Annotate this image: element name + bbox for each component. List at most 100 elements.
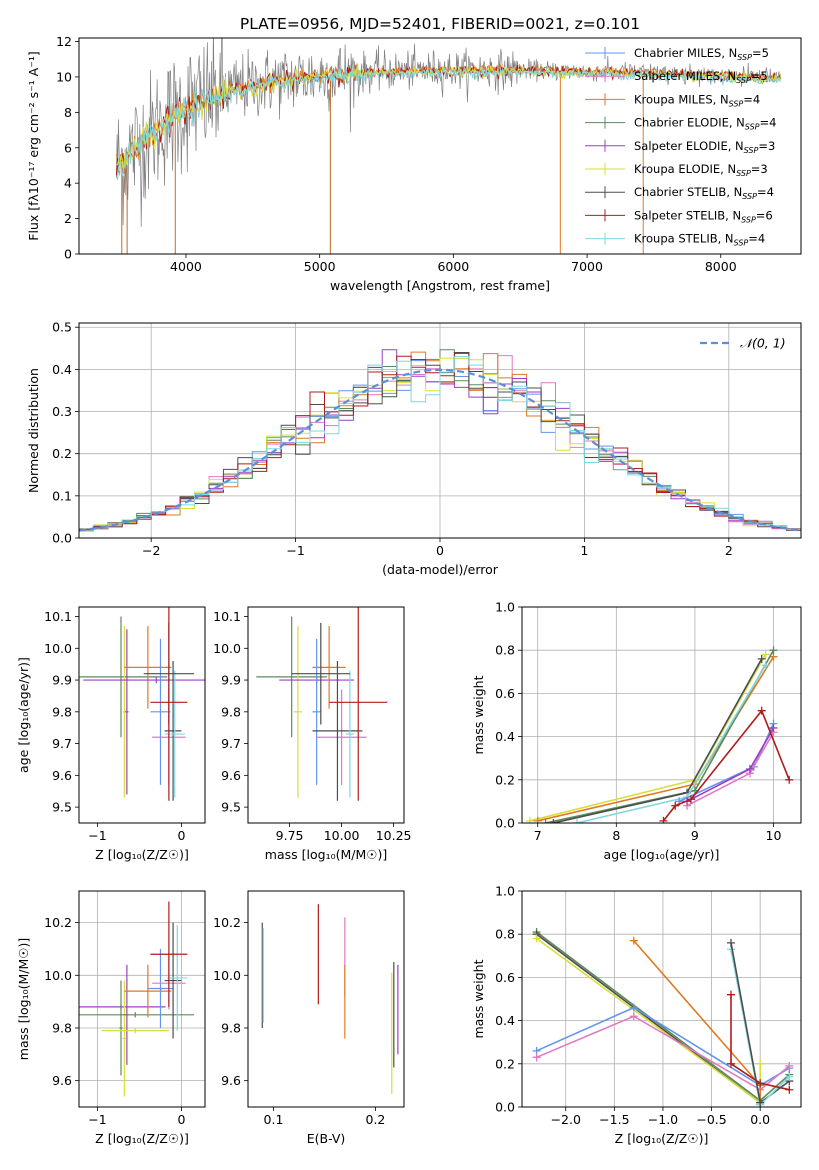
model-spectrum-kroupa_elodie	[116, 62, 782, 172]
x-tick-label: 5000	[304, 259, 336, 274]
x-tick-label: −2.0	[551, 1112, 581, 1127]
x-tick-label: 2	[725, 543, 733, 558]
weight-marker	[757, 706, 766, 715]
x-tick-label: 10.00	[324, 828, 360, 843]
x-tick-label: 10	[766, 828, 782, 843]
y-tick-label: 10	[56, 69, 72, 84]
x-axis-label: E(B-V)	[307, 1131, 346, 1146]
y-tick-label: 10.0	[44, 968, 72, 983]
legend-label-suffix: =3	[758, 139, 775, 153]
axes-frame	[78, 890, 206, 1108]
legend-label-main: Salpeter MILES, N	[634, 69, 736, 83]
plot-area-weight_vs_Z	[532, 928, 794, 1107]
y-axis-label: Flux [fλ10⁻¹⁷ erg cm⁻² s⁻¹ A⁻¹]	[26, 51, 41, 240]
weight-marker	[785, 1072, 794, 1081]
y-tick-label: 0.4	[52, 362, 72, 377]
y-axis-label: mass weight	[471, 959, 486, 1038]
weight-line-kroupa_miles	[633, 940, 761, 1105]
x-axis-label: Z [log₁₀(Z/Z☉)]	[95, 1131, 189, 1146]
legend-label: Salpeter STELIB, NSSP=6	[634, 208, 773, 224]
y-tick-label: 10.1	[213, 609, 241, 624]
legend-label: Salpeter ELODIE, NSSP=3	[634, 139, 775, 155]
legend-label-suffix: =6	[756, 208, 773, 222]
x-tick-label: 8	[612, 828, 620, 843]
plot-area-mass_vs_ebv	[261, 904, 399, 1094]
weight-line-chabrier_stelib	[730, 942, 761, 1103]
y-axis-label: age [log₁₀(age/yr)]	[16, 657, 31, 773]
legend-label-main: Chabrier MILES, N	[634, 46, 737, 60]
y-tick-label: 0.6	[495, 686, 515, 701]
legend-label-sub: SSP	[736, 169, 751, 178]
y-tick-label: 9.8	[52, 1020, 72, 1035]
y-tick-label: 0.0	[52, 531, 72, 546]
weight-marker	[525, 816, 534, 823]
x-axis-label: Z [log₁₀(Z/Z☉)]	[615, 1131, 709, 1146]
y-tick-label: 12	[56, 34, 72, 49]
y-tick-label: 0.4	[495, 729, 515, 744]
weight-line-salpeter_elodie	[686, 727, 775, 803]
x-tick-label: 9	[691, 828, 699, 843]
legend-label: Salpeter MILES, NSSP=5	[634, 69, 768, 85]
axes-weight_vs_Z: −2.0 −1.5 −1.0 −0.5 0.0 0.0 0.2 0.4 0.6 0.8 1.0 Z […	[471, 884, 802, 1146]
axes-spectrum: 4000 5000 6000 7000 8000 0 2 4 6 8 10 12 wavelength …	[26, 34, 802, 293]
legend-label-main: Chabrier STELIB, N	[634, 185, 742, 199]
plot-area-weight_vs_age	[525, 646, 794, 823]
x-tick-label: 10.25	[376, 828, 412, 843]
y-tick-label: 10.0	[213, 968, 241, 983]
y-axis-label: mass [log₁₀(M/M☉)]	[16, 938, 31, 1060]
x-tick-label: 0.1	[264, 1112, 284, 1127]
weight-marker	[745, 765, 754, 773]
weight-marker	[659, 816, 668, 823]
y-tick-label: 10.0	[44, 641, 72, 656]
x-tick-label: 0.0	[750, 1112, 770, 1127]
legend-label-suffix: =5	[751, 69, 768, 83]
weight-line-salpeter_miles	[536, 1015, 790, 1091]
x-tick-label: −1	[88, 1112, 106, 1127]
weight-line-kroupa_stelib	[576, 664, 767, 823]
y-tick-label: 4	[64, 176, 72, 191]
legend-label-suffix: =5	[752, 46, 769, 60]
weight-marker	[629, 1012, 638, 1021]
model-spectrum-kroupa_stelib	[115, 65, 781, 180]
legend-label-suffix: =4	[760, 116, 777, 130]
legend-label: Chabrier STELIB, NSSP=4	[634, 185, 774, 201]
y-tick-label: 9.6	[221, 768, 241, 783]
y-tick-label: 0.8	[495, 643, 515, 658]
legend-label-main: Chabrier ELODIE, N	[634, 116, 745, 130]
legend-label-sub: SSP	[741, 215, 756, 224]
weight-marker	[761, 661, 770, 670]
plot-area-spectrum	[115, 38, 782, 254]
weight-marker	[757, 654, 766, 663]
y-tick-label: 0.3	[52, 404, 72, 419]
x-tick-label: 4000	[170, 259, 202, 274]
weight-marker	[532, 934, 541, 943]
normal-curve	[79, 368, 801, 532]
x-axis-label: mass [log₁₀(M/M☉)]	[265, 847, 387, 862]
y-tick-label: 9.8	[52, 704, 72, 719]
y-tick-label: 9.6	[52, 768, 72, 783]
weight-marker	[756, 1079, 765, 1088]
weight-marker	[573, 819, 582, 823]
legend-label-sub: SSP	[745, 123, 760, 132]
y-tick-label: 8	[64, 105, 72, 120]
y-tick-label: 9.8	[221, 704, 241, 719]
weight-marker	[727, 990, 736, 999]
weight-marker	[629, 936, 638, 945]
weight-marker	[727, 1059, 736, 1068]
axes-age_vs_Z: −1 0 9.5 9.6 9.7 9.8 9.9 10.0 10.1 Z [log₁₀(Z/Z☉)…	[16, 606, 206, 862]
y-tick-label: 0.2	[495, 1056, 515, 1071]
figure-title: PLATE=0956, MJD=52401, FIBERID=0021, z=0…	[240, 15, 640, 33]
weight-marker	[532, 1053, 541, 1062]
weight-line-salpeter_stelib	[730, 994, 790, 1091]
y-tick-label: 9.9	[221, 673, 241, 688]
residuals-legend: 𝒩(0, 1)	[700, 336, 786, 351]
axes-mass_vs_ebv: 0.1 0.2 9.6 9.8 10.0 10.2 E(B-V)	[213, 890, 405, 1146]
y-tick-label: 1.0	[495, 884, 515, 899]
y-tick-label: 0.0	[495, 1100, 515, 1115]
legend-label-main: Salpeter ELODIE, N	[634, 139, 744, 153]
x-tick-label: −1	[88, 828, 106, 843]
weight-marker	[756, 1059, 765, 1068]
weight-marker	[629, 1003, 638, 1012]
